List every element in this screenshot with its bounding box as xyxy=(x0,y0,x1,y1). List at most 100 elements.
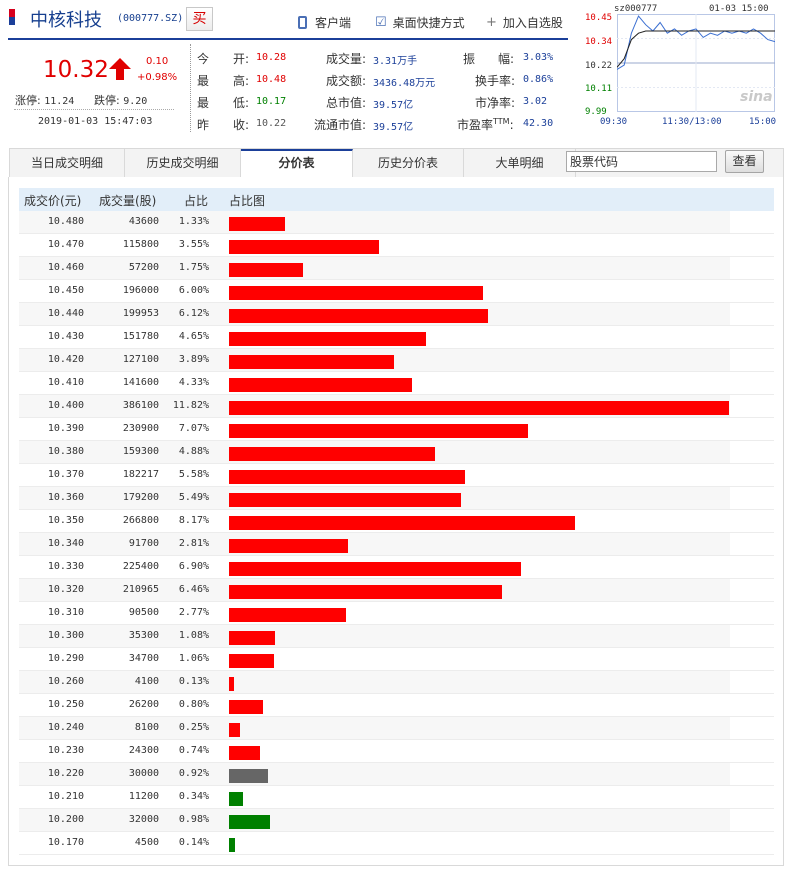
turnover-value: 0.86% xyxy=(523,74,554,85)
tab-large-orders[interactable]: 大单明细 xyxy=(464,149,576,177)
mini-chart-datetime: 01-03 15:00 xyxy=(709,4,769,14)
pe-label-sup: TTM xyxy=(493,117,510,126)
volume-ratio-bar xyxy=(229,355,394,369)
tab-today-detail[interactable]: 当日成交明细 xyxy=(10,149,125,177)
table-row: 10.400 386100 11.82% xyxy=(19,395,774,418)
row-end-gap xyxy=(730,694,774,716)
row-end-gap xyxy=(730,763,774,785)
row-end-gap xyxy=(730,211,774,233)
cell-pct: 2.77% xyxy=(178,607,209,618)
mini-chart-plot xyxy=(617,14,775,112)
phone-icon xyxy=(298,16,307,29)
stock-code: (000777.SZ) xyxy=(117,13,184,24)
cell-pct: 1.06% xyxy=(178,653,209,664)
cell-pct: 5.58% xyxy=(178,469,209,480)
row-end-gap xyxy=(730,510,774,532)
volume-ratio-bar xyxy=(229,792,243,806)
cell-volume: 32000 xyxy=(128,814,159,825)
row-end-gap xyxy=(730,372,774,394)
pe-label: 市盈率TTM: xyxy=(457,116,514,133)
prev-close-label-a: 昨 xyxy=(197,118,210,132)
cell-volume: 230900 xyxy=(122,423,159,434)
stock-code-input[interactable] xyxy=(566,151,717,172)
cell-pct: 3.89% xyxy=(178,354,209,365)
row-end-gap xyxy=(730,832,774,854)
intraday-mini-chart[interactable]: sz000777 01-03 15:00 10.45 10.34 10.22 1… xyxy=(583,0,792,132)
low-value: 10.17 xyxy=(256,96,287,107)
volume-ratio-bar xyxy=(229,470,465,484)
mini-average-line xyxy=(617,30,775,68)
tab-price-distribution[interactable]: 分价表 xyxy=(241,149,353,178)
limit-down-value: 9.20 xyxy=(123,96,148,107)
cell-pct: 0.34% xyxy=(178,791,209,802)
cell-volume: 182217 xyxy=(122,469,159,480)
table-row: 10.440 199953 6.12% xyxy=(19,303,774,326)
cell-pct: 6.12% xyxy=(178,308,209,319)
prev-close-value: 10.22 xyxy=(256,118,287,129)
volume-ratio-bar xyxy=(229,562,521,576)
row-end-gap xyxy=(730,326,774,348)
mini-x-label-1: 11:30/13:00 xyxy=(662,117,722,127)
table-header: 成交价(元) 成交量(股) 占比 占比图 xyxy=(19,188,774,211)
cell-price: 10.340 xyxy=(47,538,84,549)
header-divider xyxy=(8,38,568,40)
mini-y-label-0: 10.45 xyxy=(585,13,613,23)
desktop-shortcut-label: 桌面快捷方式 xyxy=(392,16,465,30)
volume-ratio-bar xyxy=(229,539,348,553)
mini-x-label-0: 09:30 xyxy=(600,117,628,127)
row-end-gap xyxy=(730,625,774,647)
buy-button[interactable]: 买 xyxy=(186,7,213,31)
cell-pct: 0.25% xyxy=(178,722,209,733)
cell-volume: 4500 xyxy=(134,837,159,848)
quote-timestamp: 2019-01-03 15:47:03 xyxy=(38,116,153,127)
cell-volume: 35300 xyxy=(128,630,159,641)
cell-price: 10.290 xyxy=(47,653,84,664)
stock-name[interactable]: 中核科技 xyxy=(30,10,102,31)
client-link[interactable]: 客户端 xyxy=(298,14,351,31)
limit-up: 涨停: 11.24 xyxy=(15,92,74,108)
row-end-gap xyxy=(730,533,774,555)
cell-price: 10.380 xyxy=(47,446,84,457)
tab-history-price-distribution[interactable]: 历史分价表 xyxy=(353,149,464,177)
current-price: 10.32 xyxy=(43,57,109,83)
mini-y-label-4: 9.99 xyxy=(585,107,607,117)
volume-ratio-bar xyxy=(229,332,426,346)
cell-price: 10.230 xyxy=(47,745,84,756)
view-button[interactable]: 查看 xyxy=(725,150,764,173)
row-end-gap xyxy=(730,602,774,624)
volume-ratio-bar xyxy=(229,608,346,622)
cell-volume: 199953 xyxy=(122,308,159,319)
row-end-gap xyxy=(730,579,774,601)
pe-value: 42.30 xyxy=(523,118,554,129)
table-row: 10.260 4100 0.13% xyxy=(19,671,774,694)
volume-ratio-bar xyxy=(229,769,268,783)
volume-ratio-bar xyxy=(229,286,483,300)
cell-price: 10.430 xyxy=(47,331,84,342)
cell-volume: 159300 xyxy=(122,446,159,457)
cell-price: 10.200 xyxy=(47,814,84,825)
tab-history-detail[interactable]: 历史成交明细 xyxy=(125,149,241,177)
row-end-gap xyxy=(730,556,774,578)
cell-price: 10.350 xyxy=(47,515,84,526)
add-watchlist-link[interactable]: + 加入自选股 xyxy=(486,14,563,31)
cell-price: 10.250 xyxy=(47,699,84,710)
low-label-a: 最 xyxy=(197,96,210,110)
cell-volume: 225400 xyxy=(122,561,159,572)
cell-pct: 0.13% xyxy=(178,676,209,687)
table-row: 10.450 196000 6.00% xyxy=(19,280,774,303)
cell-pct: 2.81% xyxy=(178,538,209,549)
cell-volume: 115800 xyxy=(122,239,159,250)
volume-ratio-bar xyxy=(229,309,488,323)
desktop-shortcut-link[interactable]: ☑ 桌面快捷方式 xyxy=(375,14,465,31)
cell-price: 10.470 xyxy=(47,239,84,250)
volume-ratio-bar xyxy=(229,401,729,415)
row-end-gap xyxy=(730,418,774,440)
cell-volume: 57200 xyxy=(128,262,159,273)
cell-volume: 210965 xyxy=(122,584,159,595)
volume-ratio-bar xyxy=(229,516,575,530)
volume-ratio-bar xyxy=(229,700,263,714)
cell-price: 10.260 xyxy=(47,676,84,687)
cell-pct: 4.88% xyxy=(178,446,209,457)
pe-label-colon: : xyxy=(509,118,514,132)
float-cap-value: 39.57亿 xyxy=(373,122,414,133)
